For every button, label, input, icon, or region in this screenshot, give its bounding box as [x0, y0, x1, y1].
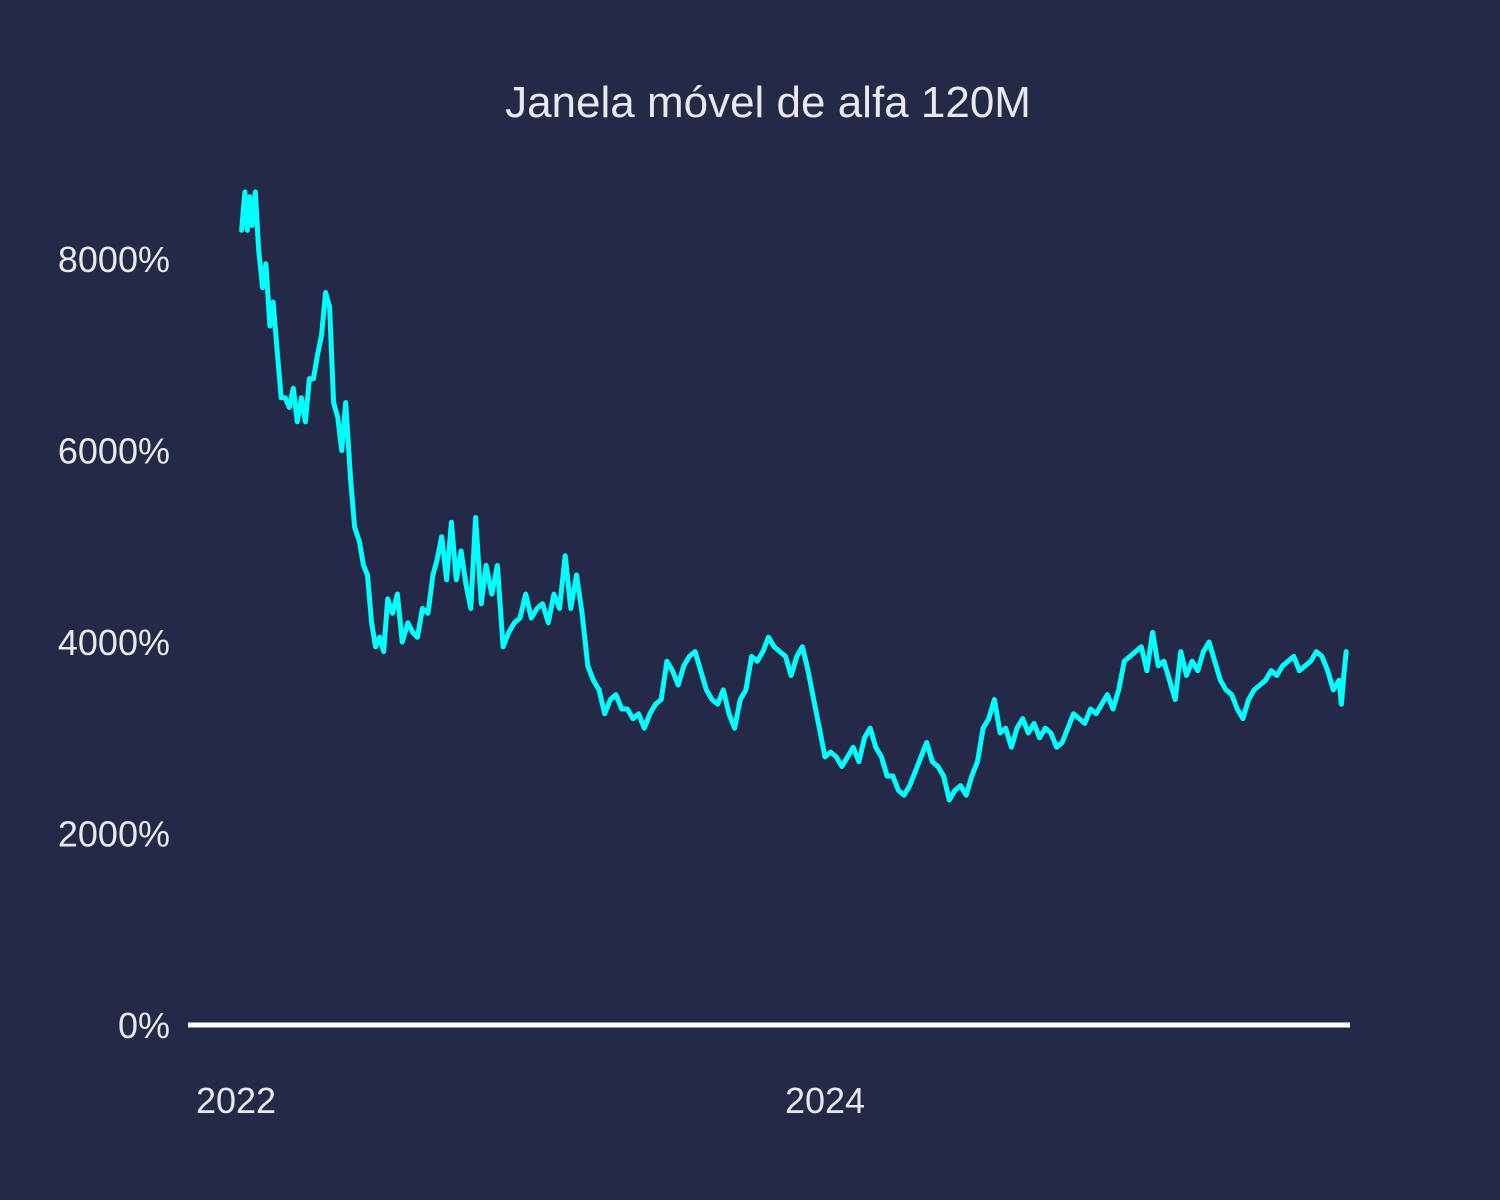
y-tick-label: 8000% [58, 239, 170, 280]
series-line-alpha [239, 189, 1349, 803]
y-tick-label: 2000% [58, 814, 170, 855]
y-tick-label: 0% [118, 1005, 170, 1046]
y-axis-tick-labels: 0% 2000% 4000% 6000% 8000% [58, 239, 170, 1046]
x-axis-tick-labels: 2022 2024 [196, 1080, 865, 1121]
y-tick-label: 4000% [58, 622, 170, 663]
y-tick-label: 6000% [58, 431, 170, 472]
chart-title: Janela móvel de alfa 120M [505, 78, 1031, 127]
x-tick-label: 2022 [196, 1080, 276, 1121]
x-tick-label: 2024 [785, 1080, 865, 1121]
